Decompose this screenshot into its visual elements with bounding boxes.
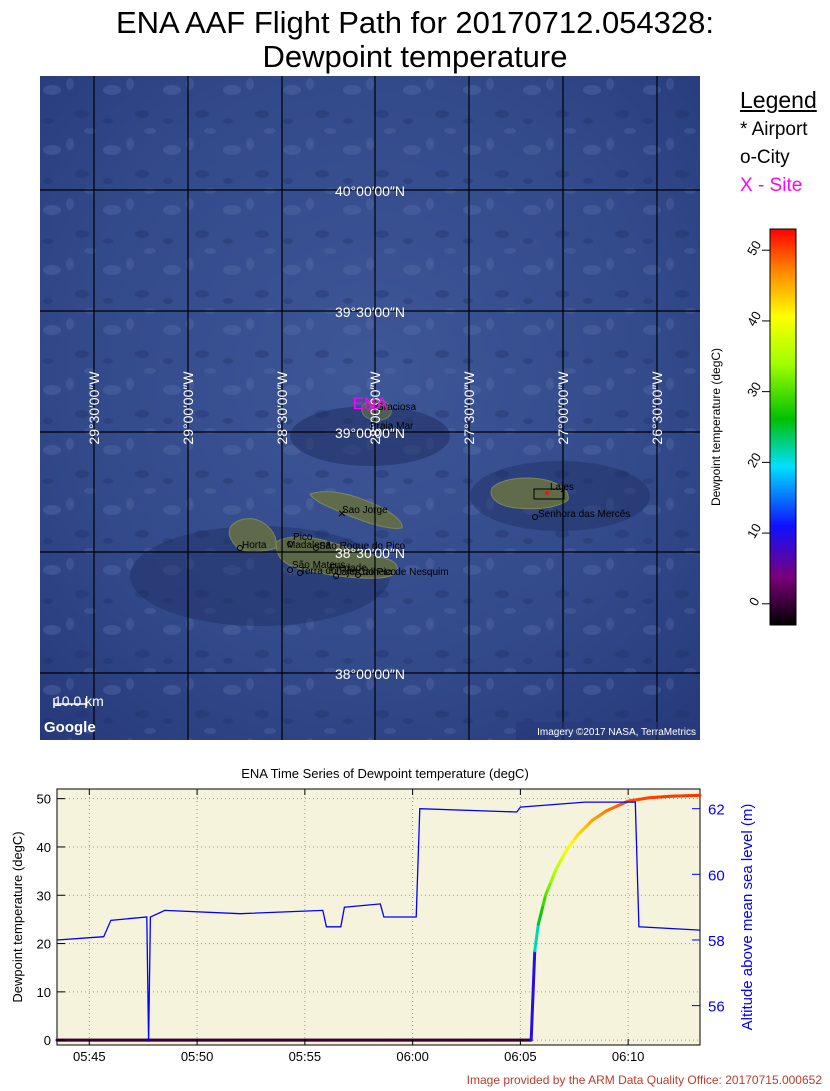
ts-x-tick-label: 06:05 [504, 1049, 537, 1064]
ts-axes: 05:45 05:50 05:55 06:00 06:05 06:10 0 10 20 30 40 5… [37, 789, 725, 1064]
lon-label-27-30: 27°30′00″W [461, 371, 477, 445]
island-sao-jorge [309, 491, 403, 529]
ts-dewpoint-segment [529, 949, 537, 1042]
place-label-terra-do-pao: Terra do Pão [300, 566, 358, 577]
airport-marker-sao-jorge: × [338, 505, 346, 521]
site-marker: ✕ [366, 399, 379, 416]
lon-label-28-30: 28°30′00″W [274, 371, 290, 445]
city-marker [532, 514, 538, 520]
place-label-lajes: Lajes [550, 482, 574, 493]
ts-plot-area [56, 788, 701, 1046]
place-label-sao-jorge: Sao Jorge [342, 505, 388, 516]
lon-label-28-00: 28°00′00″W [367, 371, 383, 445]
legend-site: X - Site [740, 175, 803, 196]
place-label-praia-mar: Praia Mar [370, 421, 414, 432]
ts-x-tick-label: 06:10 [612, 1049, 645, 1064]
ts-y2-axis-label: Altitude above mean sea level (m) [739, 804, 756, 1031]
colorbar-tick-label: 40 [744, 309, 764, 329]
ts-y-tick-label: 40 [37, 840, 51, 855]
time-series-chart: ENA Time Series of Dewpoint temperature … [10, 766, 756, 1064]
lat-label-38-00: 38°00′00″N [335, 666, 405, 682]
imagery-credit: Imagery ©2017 NASA, TerraMetrics [537, 727, 696, 738]
ts-x-tick-label: 05:50 [181, 1049, 214, 1064]
island-pico [275, 536, 398, 579]
ts-y-tick-label: 30 [37, 888, 51, 903]
google-logo: Google [44, 719, 96, 736]
colorbar-tick-label: 20 [744, 450, 764, 470]
ts-y-tick-label: 20 [37, 937, 51, 952]
lat-label-38-30: 38°30′00″N [335, 545, 405, 561]
chart-title-line2: Dewpoint temperature [262, 39, 568, 74]
ts-y2-tick-label: 56 [708, 999, 725, 1016]
ts-y-tick-label: 0 [44, 1033, 51, 1048]
image-credit: Image provided by the ARM Data Quality O… [466, 1073, 822, 1087]
place-label-calheta: Calheta de Nesquim [358, 567, 449, 578]
colorbar-gradient [769, 228, 797, 626]
city-marker [313, 545, 319, 551]
ts-x-tick-label: 06:00 [396, 1049, 429, 1064]
map-scale-bar: 10.0 km [53, 693, 104, 709]
colorbar-ticks: 0 10 20 30 40 50 [744, 238, 770, 608]
place-label-sao-mateus: São Mateus [292, 560, 345, 571]
airport-box [533, 488, 565, 500]
lon-label-27-00: 27°00′00″W [555, 371, 571, 445]
flight-path-map[interactable]: 40°00′00″N 39°30′00″N 39°00′00″N 38°30′0… [40, 76, 700, 740]
ts-dewpoint-segment [539, 903, 545, 917]
graticule [40, 76, 700, 740]
island-terceira [490, 477, 569, 510]
place-label-madalena: Madalena [287, 540, 331, 551]
ts-y-tick-label: 10 [37, 985, 51, 1000]
ts-y-axis-label: Dewpoint temperature (degC) [10, 831, 25, 1002]
ts-x-tick-label: 05:55 [289, 1049, 322, 1064]
ts-dewpoint-segment [536, 913, 543, 926]
legend-city: o-City [740, 147, 790, 168]
ts-x-tick-label: 05:45 [73, 1049, 106, 1064]
city-marker [287, 567, 293, 573]
site-label-ena: ENA [353, 394, 389, 413]
ts-y2-tick-label: 60 [708, 867, 725, 884]
ts-y2-tick-label: 58 [708, 933, 725, 950]
lat-label-39-30: 39°30′00″N [335, 304, 405, 320]
ts-y-tick-label: 50 [37, 792, 51, 807]
legend-heading: Legend [740, 87, 817, 113]
map-canvas: 40°00′00″N 39°30′00″N 39°00′00″N 38°30′0… [40, 76, 700, 740]
scale-label: 10.0 km [54, 693, 104, 709]
city-marker [287, 541, 293, 547]
place-label-sao-roque: São Roque do Pico [319, 541, 406, 552]
ts-dewpoint-segment [541, 893, 548, 907]
city-marker [333, 573, 339, 579]
place-label-lajes-do-pico: Lajes do Pico [336, 567, 396, 578]
colorbar-tick-label: 0 [746, 595, 763, 609]
city-marker [355, 572, 361, 578]
ts-series [55, 793, 702, 1042]
colorbar: 0 10 20 30 40 50 Dewpoint temperature (degC) [709, 228, 797, 626]
place-label-horta: Horta [242, 540, 267, 551]
legend-airport: * Airport [740, 119, 808, 140]
lat-label-40-00: 40°00′00″N [335, 183, 405, 199]
city-marker [237, 545, 243, 551]
place-label-senhora-das-merces: Senhora das Mercês [538, 509, 630, 520]
legend: Legend * Airport o-City X - Site [740, 86, 817, 200]
place-label-pico: Pico [293, 532, 313, 543]
colorbar-tick-label: 10 [744, 521, 764, 541]
lon-label-29-00: 29°00′00″W [180, 371, 196, 445]
colorbar-tick-label: 50 [744, 238, 764, 258]
ts-dewpoint-segment [533, 922, 540, 953]
colorbar-tick-label: 30 [744, 379, 764, 399]
lon-label-29-30: 29°30′00″W [86, 371, 102, 445]
chart-title-line1: ENA AAF Flight Path for 20170712.054328: [115, 5, 715, 40]
ts-altitude-line [56, 801, 701, 1042]
lat-label-39-00: 39°00′00″N [335, 425, 405, 441]
airport-marker-lajes: * [544, 487, 550, 503]
place-label-piedade: Piedade [330, 563, 367, 574]
ts-chart-title: ENA Time Series of Dewpoint temperature … [241, 766, 529, 781]
lon-label-26-30: 26°30′00″W [649, 371, 665, 445]
place-label-graciosa: Graciosa [376, 402, 416, 413]
ts-y2-tick-label: 62 [708, 802, 725, 819]
island-graciosa [361, 399, 392, 421]
colorbar-label: Dewpoint temperature (degC) [709, 348, 723, 506]
city-marker [297, 570, 303, 576]
